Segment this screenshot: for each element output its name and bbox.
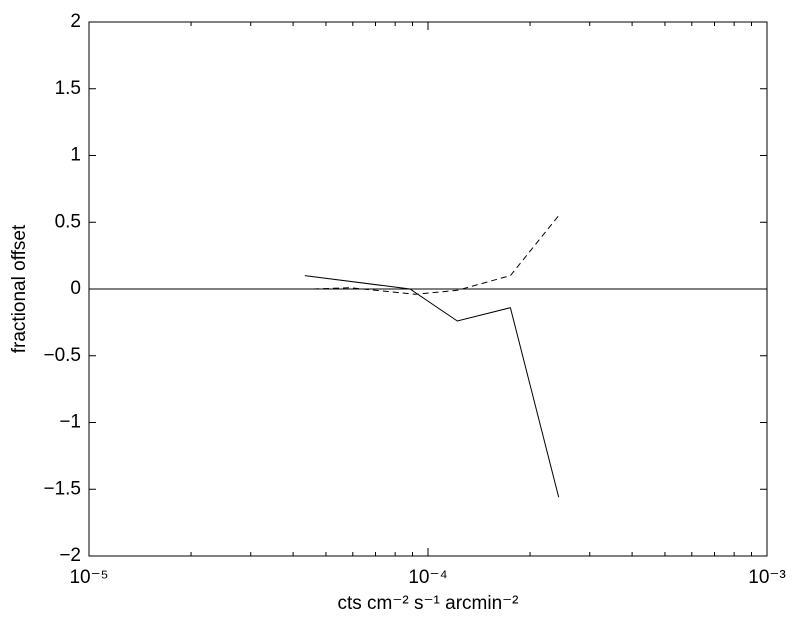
y-axis-label: fractional offset bbox=[9, 224, 30, 353]
data-line bbox=[304, 275, 560, 498]
y-tick-label: −2 bbox=[59, 545, 81, 566]
x-tick-label: 10⁻³ bbox=[748, 567, 786, 588]
data-line bbox=[312, 215, 560, 295]
y-tick-label: 0 bbox=[70, 278, 81, 299]
x-tick-label: 10⁻⁵ bbox=[69, 567, 108, 588]
y-tick-label: −0.5 bbox=[43, 345, 81, 366]
y-tick-label: 1 bbox=[70, 145, 81, 166]
y-tick-label: −1 bbox=[59, 412, 81, 433]
y-tick-label: 2 bbox=[70, 11, 81, 32]
x-tick-label: 10⁻⁴ bbox=[408, 567, 447, 588]
y-tick-label: 1.5 bbox=[55, 78, 81, 99]
y-tick-label: −1.5 bbox=[43, 478, 81, 499]
x-axis-label: cts cm⁻² s⁻¹ arcmin⁻² bbox=[337, 593, 518, 614]
y-tick-label: 0.5 bbox=[55, 211, 81, 232]
